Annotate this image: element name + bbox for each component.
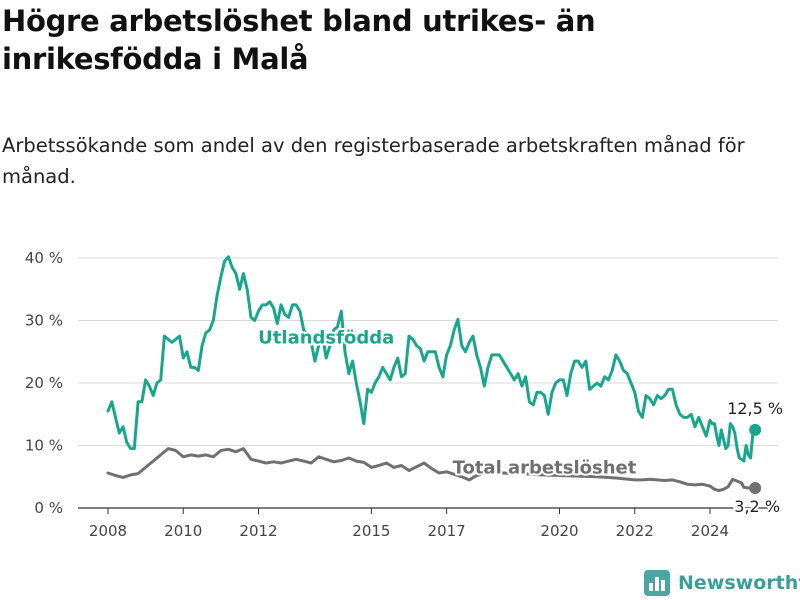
x-tick-label: 2008	[89, 522, 127, 540]
x-axis-ticks: 2008 2010 2012 2015 2017 2020 2022 2024	[89, 508, 729, 540]
x-tick-label: 2012	[239, 522, 277, 540]
end-value-label-halo: 3,2 %	[734, 497, 780, 516]
newsworthy-logo: Newsworthy	[644, 568, 800, 598]
series-end-point	[749, 482, 762, 494]
brand-name: Newsworthy	[678, 572, 800, 594]
series-lines	[106, 255, 762, 494]
series-label-halo: Utlandsfödda	[258, 328, 394, 349]
x-tick-label: 2022	[616, 522, 654, 540]
chart-subtitle: Arbetssökande som andel av den registerb…	[2, 134, 745, 188]
chart-title: Högre arbetslöshet bland utrikes- än inr…	[2, 4, 596, 76]
series-end-point	[749, 423, 762, 436]
series-label: Total arbetslöshet	[453, 458, 637, 479]
y-axis-ticks: 0 % 10 % 20 % 30 % 40 %	[25, 249, 63, 517]
x-tick-label: 2010	[164, 522, 202, 540]
x-tick-label: 2017	[428, 522, 466, 540]
x-tick-label: 2020	[540, 522, 578, 540]
y-tick-label: 20 %	[25, 374, 63, 392]
x-tick-label: 2015	[352, 522, 390, 540]
bar-chart-icon	[644, 570, 670, 596]
grid-lines	[78, 257, 778, 509]
x-tick-label: 2024	[691, 522, 729, 540]
series-label: Utlandsfödda	[258, 328, 394, 349]
y-tick-label: 40 %	[25, 249, 63, 267]
series-label-halo: Total arbetslöshet	[453, 458, 637, 479]
series-line	[106, 447, 757, 492]
series-line	[106, 255, 757, 463]
y-tick-label: 10 %	[25, 437, 63, 455]
end-value-label: 3,2 %	[734, 497, 780, 516]
y-tick-label: 30 %	[25, 312, 63, 330]
end-value-label: 12,5 %	[727, 399, 783, 418]
y-tick-label: 0 %	[34, 499, 63, 517]
